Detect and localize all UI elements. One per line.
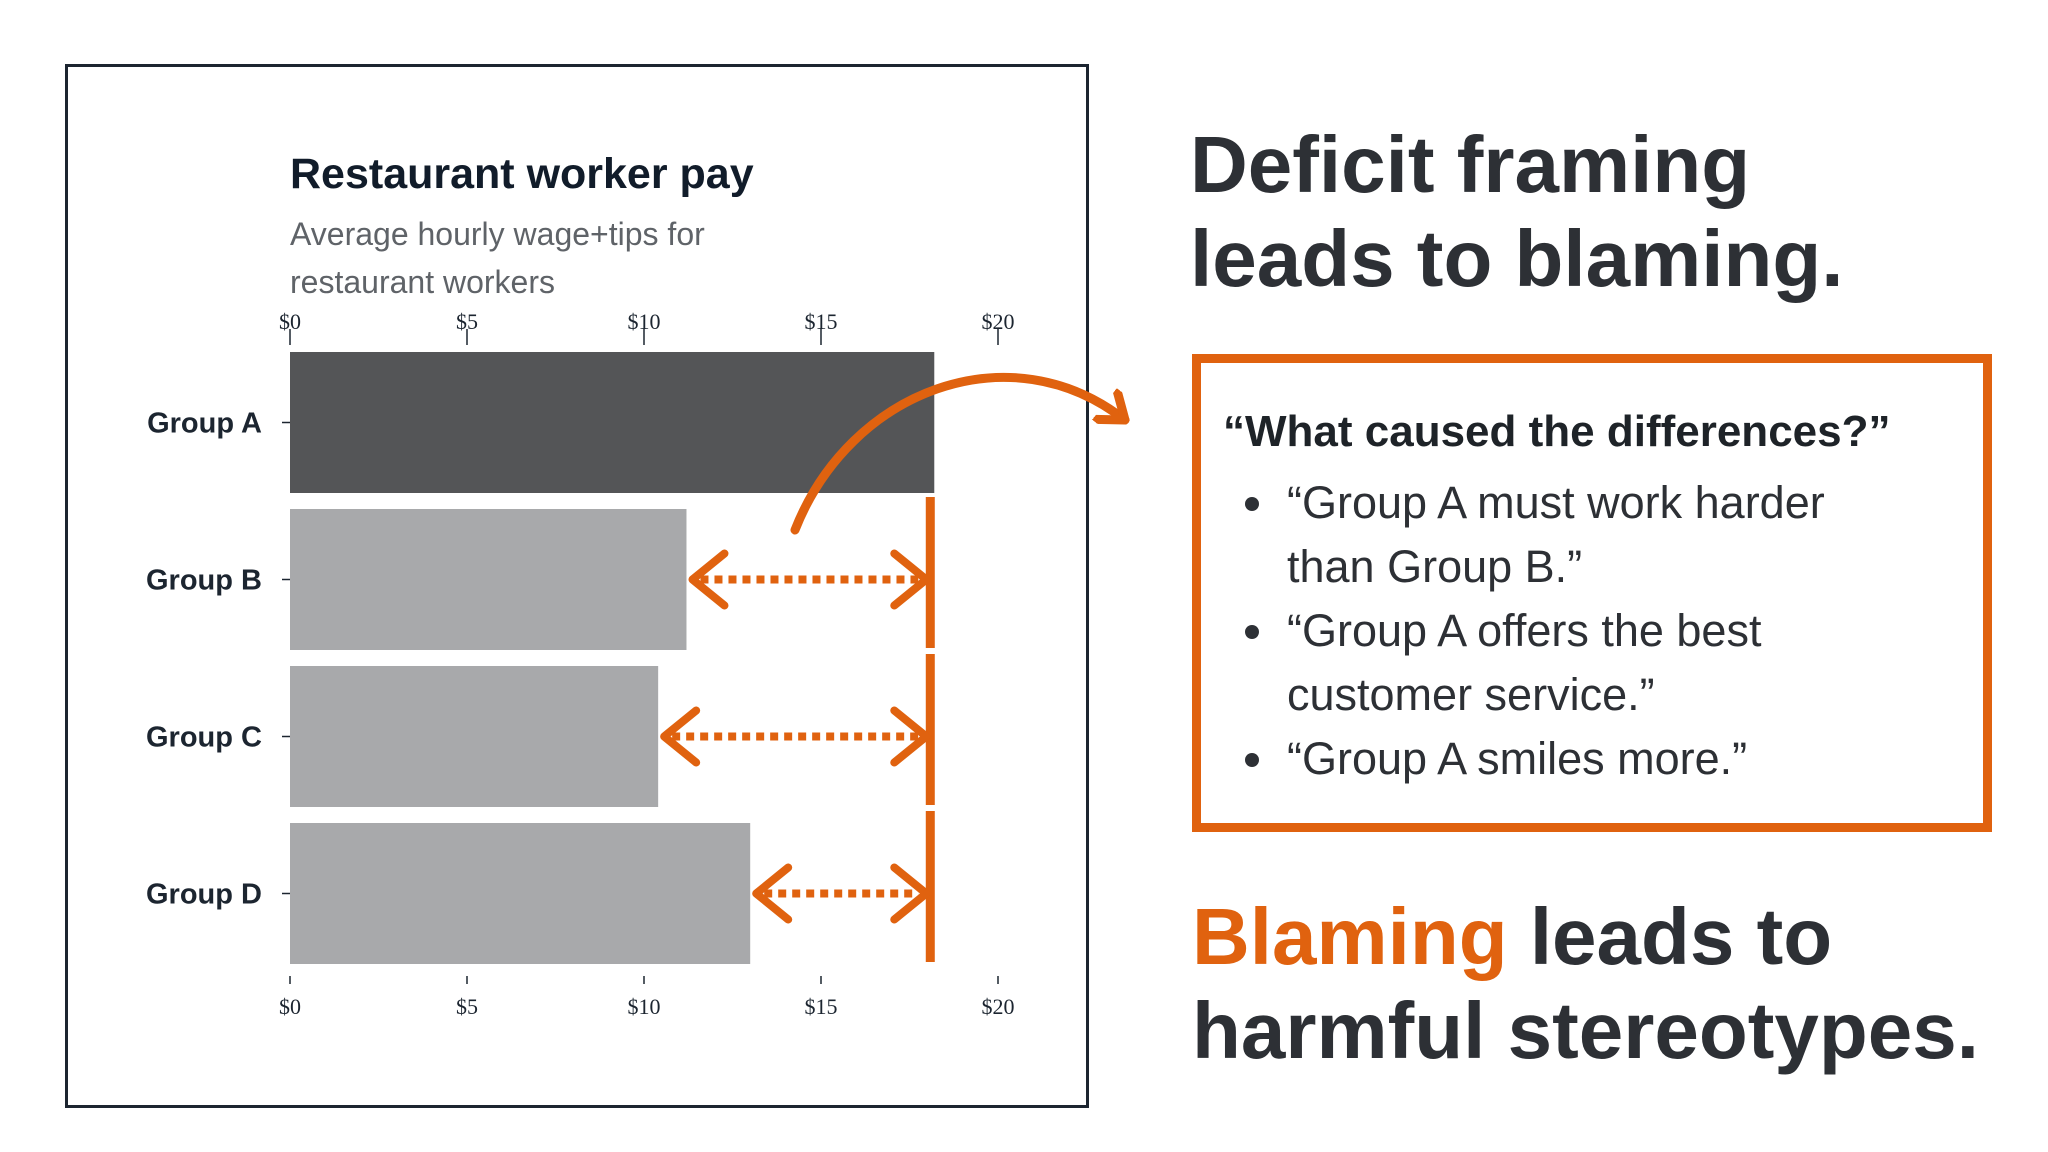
callout-bullet-list: “Group A must work harder than Group B.”… — [1231, 471, 1825, 791]
x-tick-label: $15 — [805, 309, 838, 334]
x-tick-label: $15 — [805, 994, 838, 1019]
gap-arrowhead-left — [660, 706, 701, 767]
gap-arrowhead-right — [890, 863, 931, 924]
x-tick-label: $0 — [279, 309, 301, 334]
conclusion-line-2: harmful stereotypes. — [1192, 986, 1979, 1075]
callout-question: “What caused the differences?” — [1223, 407, 1891, 456]
bullet-text-line-2: than Group B.” — [1287, 541, 1583, 592]
bullet-text-line-1: “Group A must work harder — [1287, 477, 1825, 528]
bullet-text-line-1: “Group A offers the best — [1287, 605, 1762, 656]
bullet-text-line-2: customer service.” — [1287, 669, 1655, 720]
bar — [290, 666, 659, 807]
category-label: Group D — [146, 879, 262, 911]
callout-bullet: “Group A must work harder than Group B.” — [1231, 471, 1825, 599]
x-tick-label: $20 — [982, 309, 1015, 334]
bullet-dot-icon — [1245, 753, 1259, 767]
gap-arrowhead-right — [890, 549, 931, 610]
callout-bullet: “Group A offers the best customer servic… — [1231, 599, 1825, 727]
x-tick-label: $5 — [456, 994, 478, 1019]
x-tick-label: $20 — [982, 994, 1015, 1019]
category-label: Group B — [146, 565, 262, 597]
gap-arrowhead-left — [688, 549, 729, 610]
chart-frame — [65, 64, 1089, 1108]
conclusion-accent-word: Blaming — [1192, 892, 1508, 981]
chart-title: Restaurant worker pay — [290, 150, 754, 198]
conclusion: Blaming leads to harmful stereotypes. — [1192, 890, 1979, 1078]
headline: Deficit framing leads to blaming. — [1190, 118, 1843, 306]
gap-arrowhead-right — [890, 706, 931, 767]
gap-arrowhead-left — [752, 863, 793, 924]
x-tick-label: $0 — [279, 994, 301, 1019]
conclusion-line-1-rest: leads to — [1507, 892, 1833, 981]
headline-line-2: leads to blaming. — [1190, 214, 1844, 303]
bar — [290, 509, 687, 650]
category-label: Group A — [147, 408, 262, 440]
x-tick-label: $10 — [628, 994, 661, 1019]
curved-arrow — [790, 372, 1125, 535]
chart-subtitle: Average hourly wage+tips for restaurant … — [290, 216, 705, 300]
bullet-dot-icon — [1245, 497, 1259, 511]
callout-box: “What caused the differences?” “Group A … — [1192, 354, 1992, 832]
bar — [290, 352, 935, 493]
bar — [290, 823, 751, 964]
bullet-dot-icon — [1245, 625, 1259, 639]
category-label: Group C — [146, 722, 262, 754]
bullet-text-line-1: “Group A smiles more.” — [1287, 733, 1748, 784]
headline-line-1: Deficit framing — [1190, 120, 1751, 209]
callout-bullet: “Group A smiles more.” — [1231, 727, 1825, 791]
x-tick-label: $10 — [628, 309, 661, 334]
x-tick-label: $5 — [456, 309, 478, 334]
